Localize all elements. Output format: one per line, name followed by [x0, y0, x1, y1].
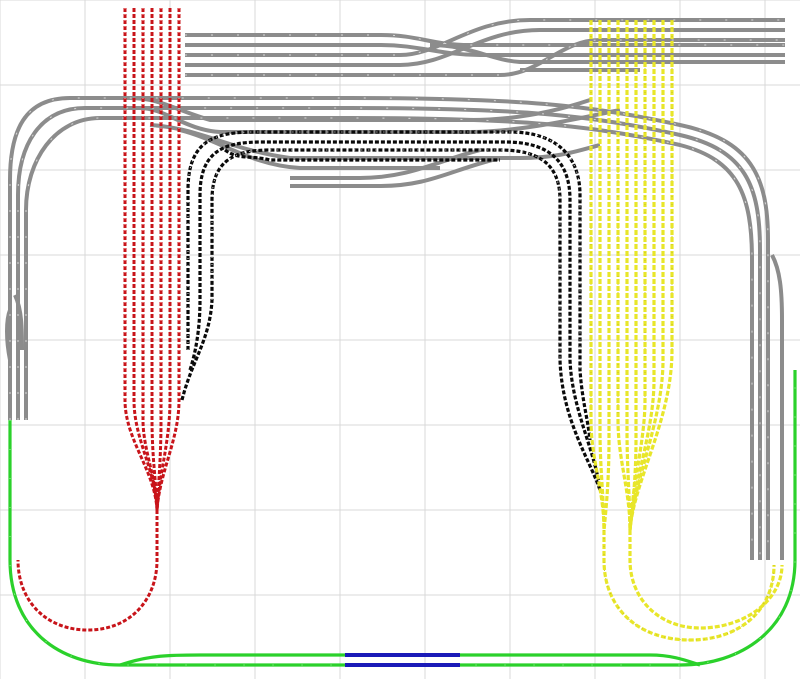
black-inner-loop — [180, 130, 602, 491]
blue-section — [345, 653, 460, 667]
green-outer-loop — [8, 370, 797, 667]
yellow-fiddle-yard — [589, 20, 784, 642]
gray-mainline-and-yard — [5, 18, 785, 560]
red-fiddle-yard — [16, 8, 181, 632]
